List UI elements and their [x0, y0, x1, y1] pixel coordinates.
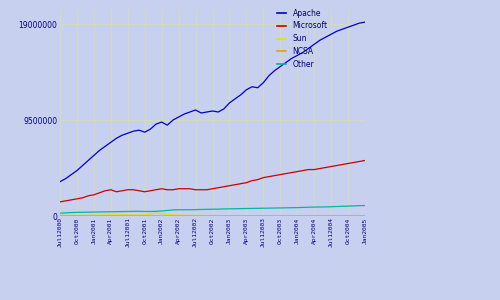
Sun [130, 213, 136, 217]
Other [130, 210, 136, 213]
Apache [130, 129, 136, 133]
Apache [362, 20, 368, 24]
Microsoft [356, 160, 362, 163]
Line: Microsoft: Microsoft [60, 160, 365, 202]
Apache [170, 118, 176, 122]
NCSA [328, 214, 334, 218]
Sun [356, 214, 362, 218]
Other [114, 210, 119, 214]
Other [356, 204, 362, 208]
Sun [362, 214, 368, 218]
Other [91, 210, 97, 214]
Apache [57, 180, 63, 184]
NCSA [356, 214, 362, 218]
Microsoft [170, 188, 176, 191]
Other [362, 204, 368, 207]
Sun [334, 214, 340, 218]
Other [170, 208, 176, 212]
Sun [153, 211, 159, 215]
Line: Apache: Apache [60, 22, 365, 182]
Microsoft [362, 159, 368, 162]
Microsoft [114, 190, 119, 194]
Sun [91, 213, 97, 217]
Apache [114, 136, 119, 140]
Other [57, 212, 63, 215]
Apache [356, 21, 362, 25]
NCSA [114, 214, 119, 218]
NCSA [130, 214, 136, 218]
Other [328, 205, 334, 208]
Microsoft [130, 188, 136, 191]
Sun [176, 213, 182, 217]
Line: Other: Other [60, 206, 365, 213]
Line: Sun: Sun [60, 213, 365, 216]
NCSA [170, 214, 176, 218]
Microsoft [91, 193, 97, 196]
Sun [114, 213, 119, 217]
NCSA [91, 214, 97, 218]
NCSA [362, 214, 368, 218]
Microsoft [328, 165, 334, 168]
Apache [91, 154, 97, 157]
Sun [57, 214, 63, 217]
Legend: Apache, Microsoft, Sun, NCSA, Other: Apache, Microsoft, Sun, NCSA, Other [278, 9, 328, 69]
Apache [328, 32, 334, 36]
Microsoft [57, 200, 63, 204]
NCSA [57, 214, 63, 217]
